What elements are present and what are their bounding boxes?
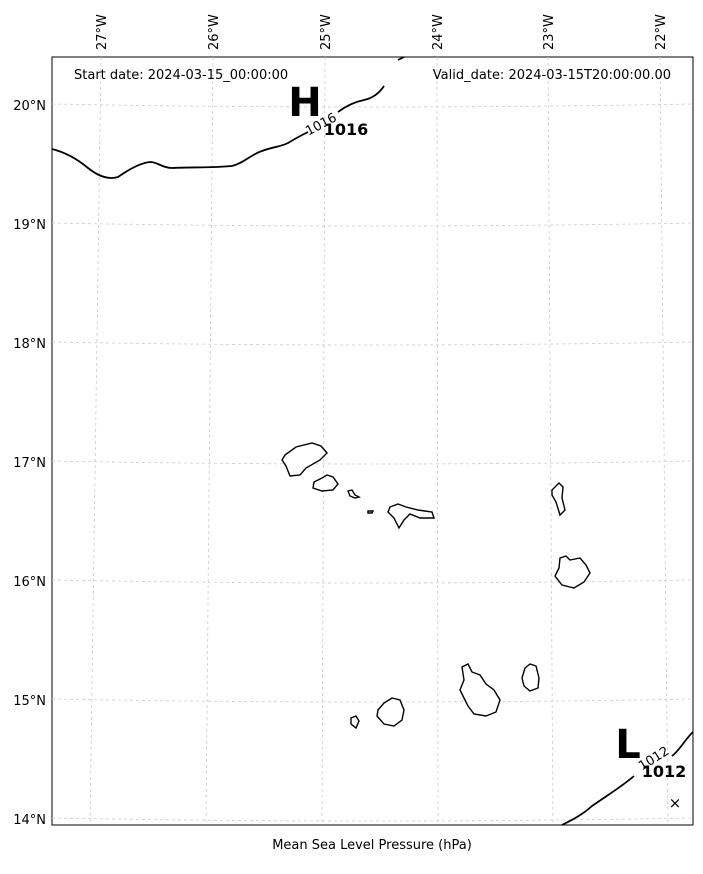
map-caption: Mean Sea Level Pressure (hPa) (272, 838, 472, 853)
high-pressure-letter: H (288, 80, 321, 126)
low-pressure-value: 1012 (642, 762, 687, 781)
start-date-label: Start date: 2024-03-15_00:00:00 (74, 68, 288, 83)
isobar-1016-top (397, 56, 405, 61)
isobar-1016-west (51, 131, 309, 179)
x-marker-icon: × (669, 794, 682, 812)
lon-tick-label: 26°W (207, 14, 222, 50)
lon-tick-label: 23°W (542, 14, 557, 50)
lat-tick-label: 14°N (13, 813, 46, 828)
isobar-1016-east (337, 85, 385, 113)
lat-tick-label: 15°N (13, 694, 46, 709)
gridlines (51, 56, 694, 826)
isobar-1012 (561, 731, 694, 826)
lat-tick-label: 16°N (13, 575, 46, 590)
lat-tick-label: 19°N (13, 218, 46, 233)
high-pressure-value: 1016 (324, 120, 369, 139)
islands (281, 442, 591, 730)
lat-tick-label: 20°N (13, 99, 46, 114)
lat-tick-label: 18°N (13, 337, 46, 352)
lon-tick-label: 25°W (319, 14, 334, 50)
lon-tick-label: 22°W (654, 14, 669, 50)
isobars (51, 56, 694, 826)
low-pressure-letter: L (615, 722, 641, 768)
lon-tick-label: 24°W (431, 14, 446, 50)
map-frame (51, 56, 694, 826)
lon-tick-labels: 27°W 26°W 25°W 24°W 23°W 22°W (95, 14, 669, 50)
valid-date-label: Valid_date: 2024-03-15T20:00:00.00 (433, 68, 671, 83)
lat-tick-label: 17°N (13, 456, 46, 471)
lat-tick-labels: 20°N 19°N 18°N 17°N 16°N 15°N 14°N (13, 99, 46, 828)
lon-tick-label: 27°W (95, 14, 110, 50)
